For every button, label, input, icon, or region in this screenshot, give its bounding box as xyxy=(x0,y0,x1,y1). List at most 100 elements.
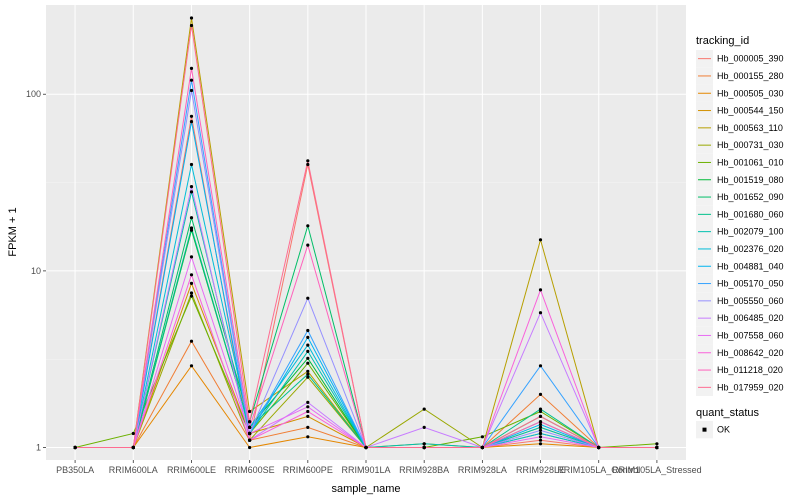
data-point xyxy=(189,78,194,82)
data-point xyxy=(189,162,194,167)
data-point xyxy=(306,356,310,360)
data-point xyxy=(306,409,310,414)
data-point xyxy=(422,445,426,450)
legend-label: Hb_008642_020 xyxy=(717,348,784,358)
data-point xyxy=(189,281,194,285)
data-point xyxy=(306,375,310,379)
x-tick-label: RRIM105LA_Control xyxy=(557,465,640,475)
x-tick-label: RRIM928BA xyxy=(399,465,449,475)
x-tick-label: RRIM928LE xyxy=(516,465,565,475)
legend-title: tracking_id xyxy=(696,35,749,47)
data-point xyxy=(189,190,194,194)
data-point xyxy=(306,369,310,373)
data-point xyxy=(189,185,194,189)
legend-label: Hb_000544_150 xyxy=(717,106,784,116)
data-point xyxy=(538,428,543,432)
data-point xyxy=(655,442,659,446)
axes: 1 10 100 PB350LA RRIM600LA RRIM600LE RRIM600SE… xyxy=(26,89,702,475)
legend-label: Hb_000505_030 xyxy=(717,88,784,98)
x-axis-title: sample_name xyxy=(331,483,400,495)
data-point xyxy=(189,291,194,295)
data-point xyxy=(538,364,543,368)
data-point xyxy=(306,405,310,409)
legend-label: Hb_000731_030 xyxy=(717,140,784,150)
x-tick-label: RRIM600SE xyxy=(225,465,275,475)
data-point xyxy=(189,66,194,70)
data-point xyxy=(655,445,659,450)
data-point xyxy=(189,114,194,118)
y-tick-label: 100 xyxy=(26,89,41,99)
legend-label: Hb_001061_010 xyxy=(717,157,784,167)
legend-label: Hb_002376_020 xyxy=(717,244,784,254)
data-point xyxy=(306,224,310,228)
data-point xyxy=(538,442,543,446)
data-point xyxy=(189,339,194,343)
legend-label: Hb_000563_110 xyxy=(717,123,783,133)
data-point xyxy=(538,414,543,418)
x-tick-label: RRIM901LA xyxy=(341,465,390,475)
data-point xyxy=(306,328,310,333)
data-point xyxy=(538,409,543,414)
data-point xyxy=(538,438,543,442)
data-point xyxy=(189,23,194,28)
legend-label: Hb_002079_100 xyxy=(717,227,784,237)
x-tick-label: RRIM600LE xyxy=(167,465,216,475)
data-point xyxy=(248,431,252,436)
legend-label: Hb_005170_050 xyxy=(717,279,784,289)
data-point xyxy=(538,288,543,292)
data-point xyxy=(480,435,484,439)
data-point xyxy=(538,431,543,436)
data-point xyxy=(306,162,310,167)
data-point xyxy=(306,361,310,365)
data-point xyxy=(306,343,310,347)
status-legend-marker xyxy=(702,427,707,432)
data-point xyxy=(73,445,77,450)
data-point xyxy=(538,407,543,411)
data-point xyxy=(189,228,194,232)
legend-label: Hb_001652_090 xyxy=(717,192,784,202)
data-point xyxy=(306,159,310,163)
data-point xyxy=(248,409,252,414)
data-point xyxy=(131,445,135,450)
data-points xyxy=(73,16,659,450)
data-point xyxy=(306,243,310,247)
data-point xyxy=(306,372,310,376)
data-point xyxy=(538,311,543,315)
data-point xyxy=(597,445,601,450)
data-point xyxy=(306,435,310,439)
data-point xyxy=(189,364,194,368)
data-point xyxy=(480,445,484,450)
legend-label: Hb_017959_020 xyxy=(717,382,784,392)
y-tick-label: 1 xyxy=(36,443,41,453)
data-point xyxy=(248,425,252,429)
legend-label: Hb_011218_020 xyxy=(717,365,783,375)
legend-label: Hb_000005_390 xyxy=(717,54,784,64)
data-point xyxy=(189,216,194,220)
data-point xyxy=(189,88,194,93)
legend-label: Hb_005550_060 xyxy=(717,296,784,306)
data-point xyxy=(306,296,310,300)
data-point xyxy=(189,16,194,20)
data-point xyxy=(538,422,543,427)
data-point xyxy=(306,425,310,429)
data-point xyxy=(538,238,543,242)
data-point xyxy=(248,420,252,424)
data-point xyxy=(189,273,194,277)
data-point xyxy=(306,400,310,404)
data-point xyxy=(538,392,543,396)
legend-label: Hb_001519_080 xyxy=(717,175,784,185)
data-point xyxy=(538,420,543,424)
data-point xyxy=(306,414,310,418)
legend-label: Hb_001680_060 xyxy=(717,209,784,219)
legend: tracking_id quant_status Hb_000005_390 Hb… xyxy=(696,35,784,439)
data-point xyxy=(306,349,310,353)
x-tick-label: RRIM600PE xyxy=(283,465,333,475)
data-point xyxy=(189,120,194,124)
data-point xyxy=(131,431,135,436)
data-point xyxy=(248,445,252,450)
y-axis-title: FPKM + 1 xyxy=(7,207,19,256)
x-tick-label: RRIM600LA xyxy=(109,465,158,475)
data-point xyxy=(364,445,368,450)
data-point xyxy=(538,435,543,439)
